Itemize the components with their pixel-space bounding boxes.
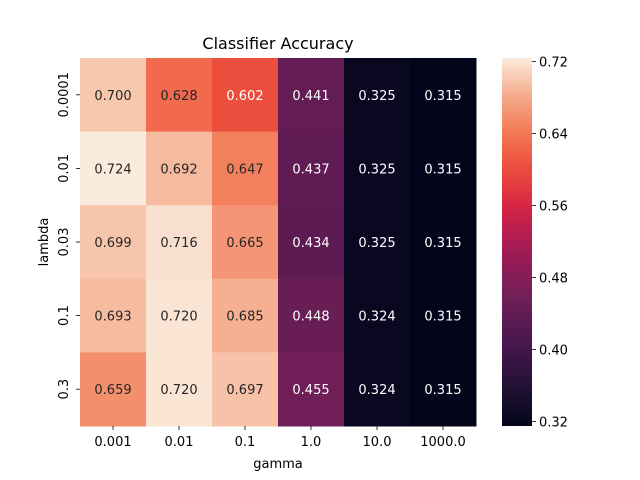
heatmap-cell xyxy=(212,58,279,133)
heatmap-cell xyxy=(344,131,411,206)
heatmap-cell xyxy=(80,58,147,133)
cell-value-label: 0.315 xyxy=(424,89,461,104)
heatmap-cell xyxy=(146,131,213,206)
cell-value-label: 0.455 xyxy=(292,383,329,398)
cell-value-label: 0.685 xyxy=(226,310,263,325)
cell-value-label: 0.647 xyxy=(226,162,263,177)
cell-value-label: 0.692 xyxy=(160,162,197,177)
heatmap-cell xyxy=(410,205,477,280)
cell-value-label: 0.699 xyxy=(94,236,131,251)
cell-value-label: 0.665 xyxy=(226,236,263,251)
colorbar-tick-label: 0.48 xyxy=(539,272,568,287)
heatmap-cell xyxy=(410,131,477,206)
cell-value-label: 0.437 xyxy=(292,162,329,177)
heatmap-cell xyxy=(278,131,345,206)
heatmap-cell xyxy=(410,278,477,353)
cell-value-label: 0.324 xyxy=(358,383,395,398)
heatmap-cells: 0.700 0.628 0.602 0.441 0.325 0.315 0.724 0.692… xyxy=(80,58,477,427)
heatmap-cell xyxy=(146,58,213,133)
colorbar-tick-label: 0.64 xyxy=(539,128,568,143)
cell-value-label: 0.602 xyxy=(226,89,263,104)
heatmap-cell xyxy=(80,278,147,353)
heatmap-cell xyxy=(80,352,147,427)
chart-title: Classifier Accuracy xyxy=(202,34,353,53)
heatmap-cell xyxy=(410,58,477,133)
heatmap-cell xyxy=(146,352,213,427)
x-axis-ticks: 0.001 0.01 0.1 1.0 10.0 1000.0 xyxy=(94,426,466,450)
y-axis-ticks: 0.0001 0.01 0.03 0.1 0.3 xyxy=(57,72,80,400)
cell-value-label: 0.325 xyxy=(358,162,395,177)
heatmap-cell xyxy=(212,205,279,280)
heatmap-cell xyxy=(80,131,147,206)
cell-value-label: 0.724 xyxy=(94,162,131,177)
y-tick-label: 0.3 xyxy=(57,379,72,400)
colorbar-tick-label: 0.72 xyxy=(539,56,568,71)
heatmap-cell xyxy=(278,58,345,133)
y-tick-label: 0.0001 xyxy=(57,72,72,118)
heatmap-cell xyxy=(344,352,411,427)
heatmap-cell xyxy=(212,278,279,353)
heatmap-cell xyxy=(212,131,279,206)
cell-value-label: 0.720 xyxy=(160,310,197,325)
cell-value-label: 0.315 xyxy=(424,162,461,177)
cell-value-label: 0.315 xyxy=(424,383,461,398)
heatmap-cell xyxy=(344,205,411,280)
cell-value-label: 0.700 xyxy=(94,89,131,104)
y-tick-label: 0.03 xyxy=(57,228,72,257)
heatmap-cell xyxy=(146,278,213,353)
y-tick-label: 0.01 xyxy=(57,154,72,183)
y-tick-label: 0.1 xyxy=(57,305,72,326)
cell-value-label: 0.434 xyxy=(292,236,329,251)
x-tick-label: 0.1 xyxy=(235,435,256,450)
cell-value-label: 0.324 xyxy=(358,310,395,325)
cell-value-label: 0.693 xyxy=(94,310,131,325)
heatmap-cell xyxy=(278,278,345,353)
heatmap-cell xyxy=(80,205,147,280)
cell-value-label: 0.697 xyxy=(226,383,263,398)
colorbar-tick-label: 0.32 xyxy=(539,416,568,431)
cell-value-label: 0.720 xyxy=(160,383,197,398)
cell-value-label: 0.628 xyxy=(160,89,197,104)
y-axis-label: lambda xyxy=(37,218,52,267)
x-tick-label: 1.0 xyxy=(301,435,322,450)
x-tick-label: 0.001 xyxy=(94,435,131,450)
cell-value-label: 0.315 xyxy=(424,236,461,251)
cell-value-label: 0.659 xyxy=(94,383,131,398)
x-tick-label: 1000.0 xyxy=(420,435,466,450)
heatmap-cell xyxy=(212,352,279,427)
colorbar-tick-label: 0.56 xyxy=(539,200,568,215)
cell-value-label: 0.315 xyxy=(424,310,461,325)
heatmap-cell xyxy=(278,205,345,280)
heatmap-cell xyxy=(344,278,411,353)
x-tick-label: 10.0 xyxy=(363,435,392,450)
cell-value-label: 0.325 xyxy=(358,236,395,251)
cell-value-label: 0.448 xyxy=(292,310,329,325)
heatmap-cell xyxy=(344,58,411,133)
cell-value-label: 0.441 xyxy=(292,89,329,104)
cell-value-label: 0.716 xyxy=(160,236,197,251)
heatmap-cell xyxy=(410,352,477,427)
heatmap-cell xyxy=(146,205,213,280)
heatmap-cell xyxy=(278,352,345,427)
colorbar xyxy=(502,58,532,426)
x-tick-label: 0.01 xyxy=(165,435,194,450)
x-axis-label: gamma xyxy=(253,457,303,472)
colorbar-tick-label: 0.40 xyxy=(539,344,568,359)
cell-value-label: 0.325 xyxy=(358,89,395,104)
colorbar-ticks: 0.32 0.40 0.48 0.56 0.64 0.72 xyxy=(532,56,568,431)
